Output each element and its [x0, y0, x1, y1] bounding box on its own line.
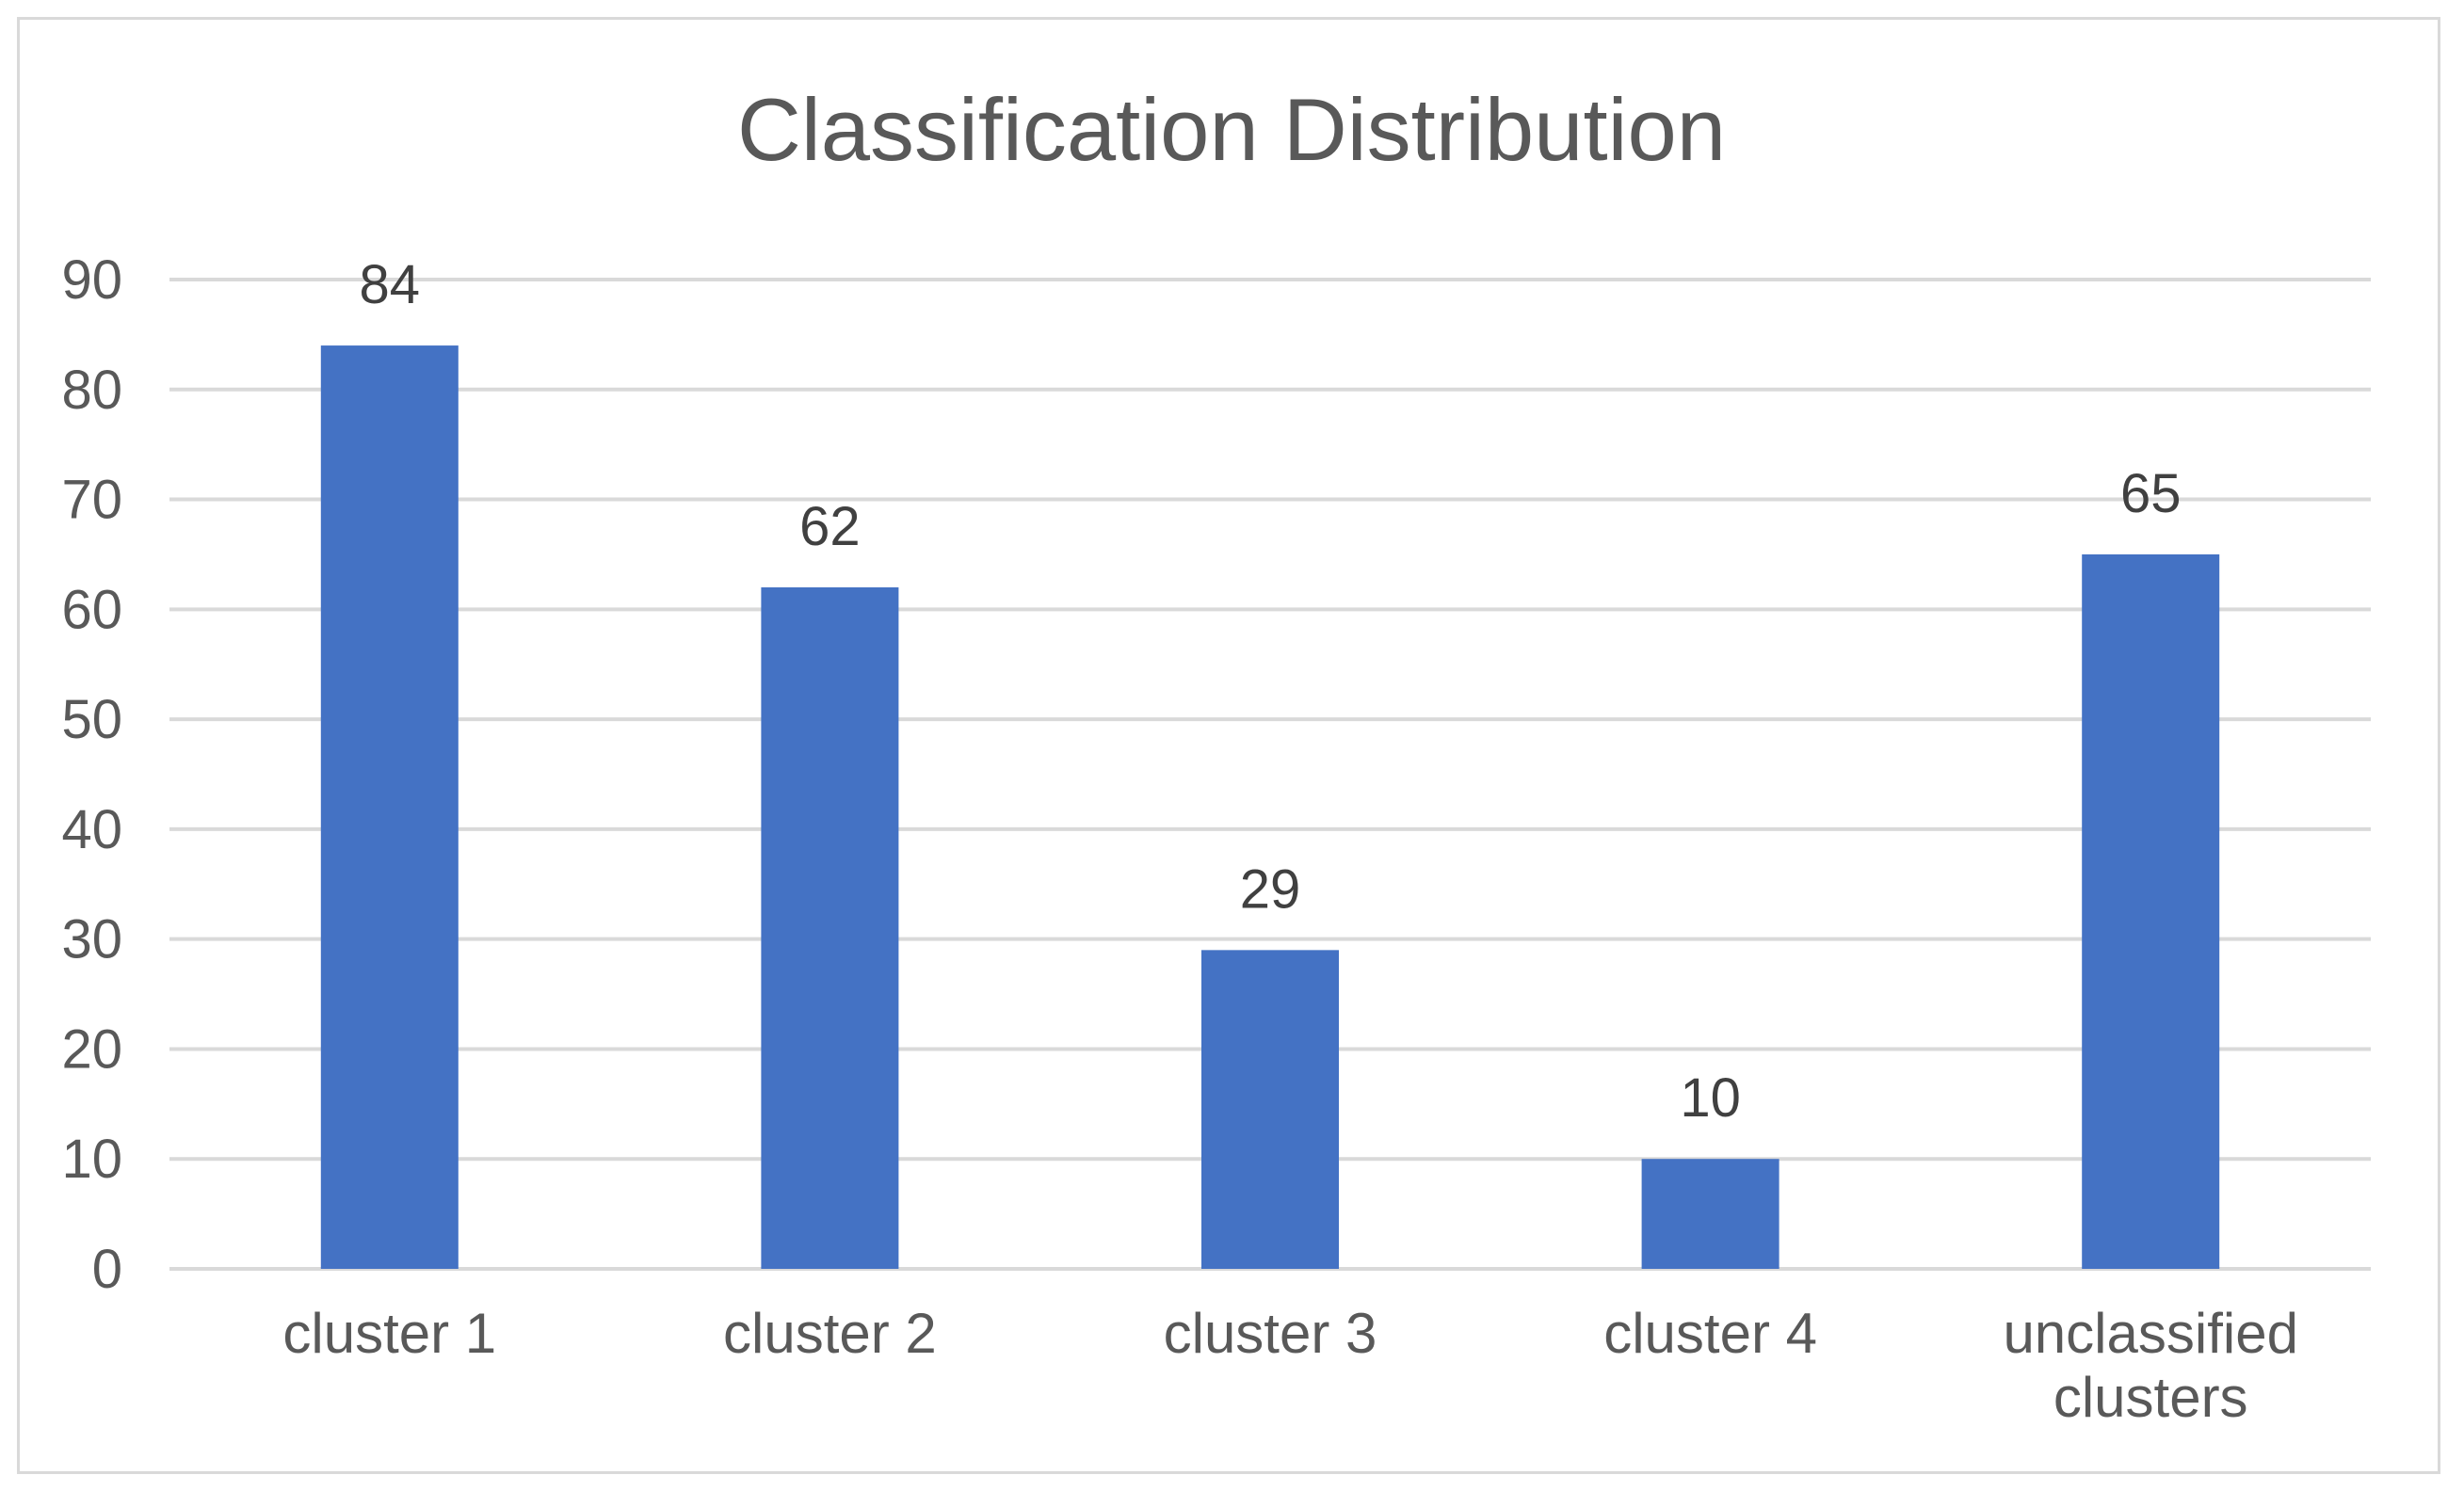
y-tick-label: 10 — [61, 1129, 122, 1190]
bar — [2082, 553, 2220, 1269]
y-tick-label: 40 — [61, 799, 122, 860]
x-category-label: cluster 3 — [1164, 1302, 1377, 1365]
data-label: 84 — [360, 254, 421, 315]
y-tick-label: 70 — [61, 470, 122, 531]
y-tick-label: 50 — [61, 689, 122, 750]
y-tick-label: 60 — [61, 579, 122, 640]
y-axis-ticks: 0 10 20 30 40 50 60 70 80 90 — [61, 249, 122, 1300]
data-label: 65 — [2120, 463, 2182, 524]
x-category-label-line: cluster 4 — [1603, 1302, 1817, 1365]
y-tick-label: 30 — [61, 909, 122, 970]
x-axis-categories: cluster 1 cluster 2 cluster 3 cluster 4 uncl… — [282, 1302, 2298, 1429]
chart-title: Classification Distribution — [737, 80, 1726, 179]
bars — [320, 345, 2220, 1270]
y-tick-label: 0 — [92, 1239, 122, 1300]
bar — [1201, 950, 1339, 1269]
data-label: 10 — [1680, 1067, 1741, 1129]
x-category-label: cluster 1 — [282, 1302, 496, 1365]
bar — [761, 586, 899, 1269]
x-category-label: cluster 2 — [723, 1302, 937, 1365]
x-category-label-line: cluster 3 — [1164, 1302, 1377, 1365]
bar — [320, 345, 459, 1270]
bar — [1641, 1159, 1780, 1269]
y-tick-label: 20 — [61, 1018, 122, 1080]
x-category-label-line: clusters — [2053, 1366, 2248, 1429]
x-category-label: cluster 4 — [1603, 1302, 1817, 1365]
x-category-label-line: cluster 1 — [282, 1302, 496, 1365]
data-labels: 84 62 29 10 65 — [360, 254, 2182, 1129]
x-category-label-line: cluster 2 — [723, 1302, 937, 1365]
gridlines — [169, 278, 2371, 1271]
y-tick-label: 90 — [61, 249, 122, 311]
x-category-label: unclassified clusters — [2003, 1302, 2298, 1429]
data-label: 29 — [1240, 858, 1301, 920]
x-category-label-line: unclassified — [2003, 1302, 2298, 1365]
data-label: 62 — [799, 496, 861, 557]
y-tick-label: 80 — [61, 360, 122, 421]
